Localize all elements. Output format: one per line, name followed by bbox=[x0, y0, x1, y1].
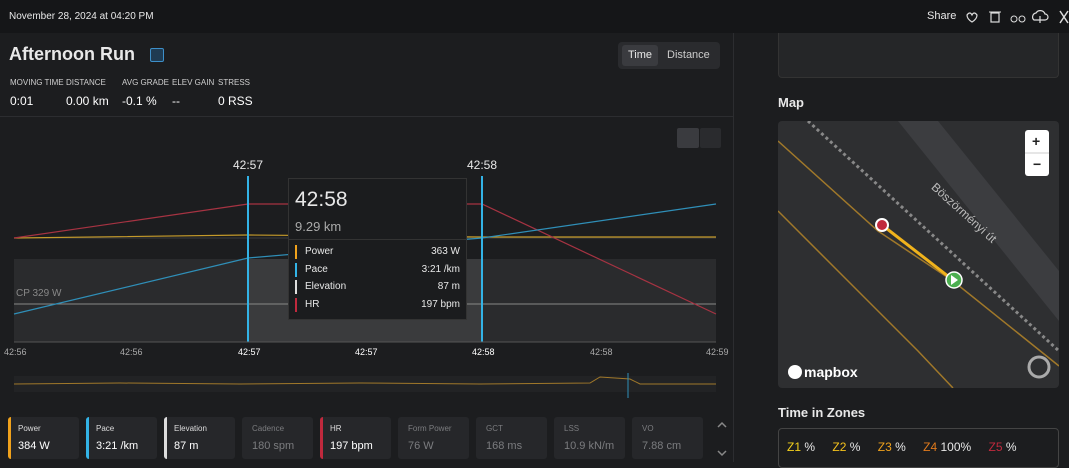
metric-name: Form Power bbox=[408, 424, 452, 433]
tooltip-row: Power 363 W bbox=[295, 245, 460, 259]
metric-card[interactable]: HR 197 bpm bbox=[320, 417, 391, 459]
stat-value: 0:01 bbox=[10, 94, 34, 108]
toggle-time[interactable]: Time bbox=[622, 45, 658, 66]
share[interactable]: Share bbox=[927, 10, 957, 22]
x-label: 42:59 bbox=[706, 347, 729, 357]
metric-value: 3:21 /km bbox=[96, 440, 139, 452]
zone-name: Z5 bbox=[988, 440, 1003, 454]
zone-name: Z3 bbox=[877, 440, 892, 454]
metric-value: 168 ms bbox=[486, 440, 523, 452]
metric-name: Pace bbox=[96, 424, 115, 433]
stat-value: -- bbox=[172, 94, 180, 108]
row-value: 363 W bbox=[431, 246, 460, 257]
row-name: HR bbox=[305, 299, 320, 310]
zone-value: % bbox=[895, 440, 906, 454]
tooltip-row: HR 197 bpm bbox=[295, 298, 460, 312]
tooltip-row: Elevation 87 m bbox=[295, 280, 460, 294]
stat-label: AVG GRADE bbox=[122, 78, 169, 87]
metric-value: 180 spm bbox=[252, 440, 295, 452]
zone-name: Z4 bbox=[923, 440, 938, 454]
zone-value: % bbox=[1005, 440, 1017, 454]
metric-value: 76 W bbox=[408, 440, 434, 452]
x-label: 42:57 bbox=[355, 347, 378, 357]
zone-value: % bbox=[804, 440, 816, 454]
zone-value: 100% bbox=[940, 440, 972, 454]
stat-value: -0.1 % bbox=[122, 94, 157, 108]
map-title: Map bbox=[778, 95, 804, 110]
metric-card[interactable]: VO 7.88 cm bbox=[632, 417, 703, 459]
stat-value: 0.00 km bbox=[66, 94, 109, 108]
tooltip-sep bbox=[288, 239, 467, 240]
metric-value: 87 m bbox=[174, 440, 199, 452]
row-name: Power bbox=[305, 246, 334, 257]
x-label: 42:58 bbox=[472, 347, 495, 357]
x-label: 42:56 bbox=[120, 347, 143, 357]
metric-name: Power bbox=[18, 424, 41, 433]
row-value: 197 bpm bbox=[421, 299, 460, 310]
tooltip-time: 42:58 bbox=[295, 188, 348, 211]
x-label: 42:56 bbox=[4, 347, 27, 357]
metric-card[interactable]: Elevation 87 m bbox=[164, 417, 235, 459]
metric-card[interactable]: Cadence 180 spm bbox=[242, 417, 313, 459]
marker-label: 42:57 bbox=[233, 158, 264, 172]
scroll-arrows[interactable] bbox=[715, 418, 729, 460]
map[interactable] bbox=[778, 121, 1059, 388]
zone-value: % bbox=[849, 440, 861, 454]
zone-name: Z2 bbox=[832, 440, 847, 454]
toggle-distance[interactable]: Distance bbox=[667, 49, 710, 61]
row-value: 87 m bbox=[437, 281, 460, 292]
zones-title: Time in Zones bbox=[778, 405, 866, 420]
row-name: Pace bbox=[305, 264, 328, 275]
menu-button[interactable] bbox=[700, 128, 721, 148]
stat-label: DISTANCE bbox=[66, 78, 106, 87]
metric-value: 384 W bbox=[18, 440, 50, 452]
stat-label: ELEV GAIN bbox=[172, 78, 215, 87]
metric-name: GCT bbox=[486, 424, 503, 433]
x-label: 42:57 bbox=[238, 347, 261, 357]
metric-card[interactable]: Form Power 76 W bbox=[398, 417, 469, 459]
edit-icon[interactable] bbox=[150, 48, 164, 62]
tooltip-distance: 9.29 km bbox=[295, 219, 342, 234]
metric-value: 7.88 cm bbox=[642, 440, 682, 452]
stat-label: STRESS bbox=[218, 78, 251, 87]
date: November 28, 2024 at 04:20 PM bbox=[9, 11, 154, 22]
metric-value: 197 bpm bbox=[330, 440, 373, 452]
metric-card[interactable]: Pace 3:21 /km bbox=[86, 417, 157, 459]
divider bbox=[733, 33, 734, 462]
stat-label: MOVING TIME bbox=[10, 78, 64, 87]
activity-title: Afternoon Run bbox=[9, 44, 135, 64]
metric-name: Elevation bbox=[174, 424, 207, 433]
x-label: 42:58 bbox=[590, 347, 613, 357]
zoom-out[interactable]: − bbox=[1033, 156, 1042, 172]
tooltip-row: Pace 3:21 /km bbox=[295, 263, 460, 277]
stat-value: 0 RSS bbox=[218, 94, 253, 108]
metric-name: Cadence bbox=[252, 424, 285, 433]
marker-label: 42:58 bbox=[467, 158, 498, 172]
metric-card[interactable]: GCT 168 ms bbox=[476, 417, 547, 459]
metric-card[interactable]: Power 384 W bbox=[8, 417, 79, 459]
row-name: Elevation bbox=[305, 281, 347, 292]
top-panel bbox=[778, 33, 1059, 78]
metric-value: 10.9 kN/m bbox=[564, 440, 615, 452]
metric-card[interactable]: LSS 10.9 kN/m bbox=[554, 417, 625, 459]
row-value: 3:21 /km bbox=[421, 264, 460, 275]
metric-name: HR bbox=[330, 424, 342, 433]
scissors-button[interactable] bbox=[677, 128, 699, 148]
mapbox-logo: mapbox bbox=[804, 364, 858, 380]
cp-label: CP 329 W bbox=[16, 288, 62, 299]
metric-name: VO bbox=[642, 424, 654, 433]
metric-name: LSS bbox=[564, 424, 580, 433]
separator bbox=[0, 116, 733, 117]
zone-name: Z1 bbox=[787, 440, 802, 454]
tooltip bbox=[288, 178, 467, 320]
top-bar bbox=[0, 0, 1069, 33]
zoom-in[interactable]: + bbox=[1032, 133, 1041, 149]
zones-box: Z1 % Z2 % Z3 % Z4 100% Z5 % bbox=[778, 428, 1059, 468]
toolbar-icons[interactable] bbox=[962, 8, 1069, 26]
